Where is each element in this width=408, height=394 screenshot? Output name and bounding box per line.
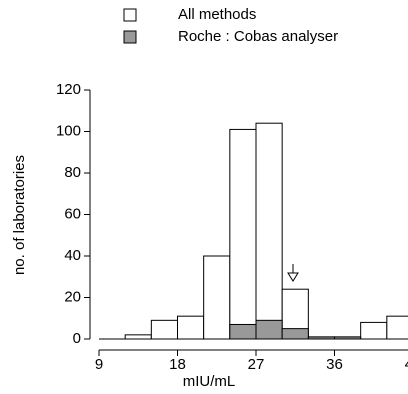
y-tick-label: 20 (64, 288, 81, 305)
arrow (287, 264, 299, 282)
y-tick-label: 80 (64, 164, 81, 181)
bar (307, 336, 336, 340)
bar (386, 315, 408, 340)
x-axis-label: mIU/mL (183, 373, 236, 390)
y-tick-label: 0 (73, 330, 81, 347)
y-axis-label: no. of laboratories (11, 155, 28, 275)
legend-swatch (123, 30, 137, 44)
y-tick-label: 100 (56, 122, 81, 139)
bar (177, 315, 205, 340)
y-tick-label: 40 (64, 247, 81, 264)
bar (203, 255, 231, 340)
x-tick-label: 9 (95, 356, 103, 373)
legend-label: Roche : Cobas analyser (178, 28, 338, 45)
bar (360, 321, 388, 340)
x-tick-label: 45 (405, 356, 408, 373)
bar (255, 319, 283, 340)
bar (229, 128, 257, 340)
bar (124, 334, 152, 340)
x-tick-label: 27 (248, 356, 265, 373)
y-tick-label: 120 (56, 81, 81, 98)
legend-swatch (123, 8, 137, 22)
legend-label: All methods (178, 6, 256, 23)
y-tick-label: 60 (64, 205, 81, 222)
bar (229, 323, 257, 340)
bar (334, 336, 362, 340)
x-tick-label: 18 (169, 356, 186, 373)
bar (281, 328, 309, 340)
bar (255, 122, 283, 340)
x-tick-label: 36 (326, 356, 343, 373)
bar (150, 319, 178, 340)
